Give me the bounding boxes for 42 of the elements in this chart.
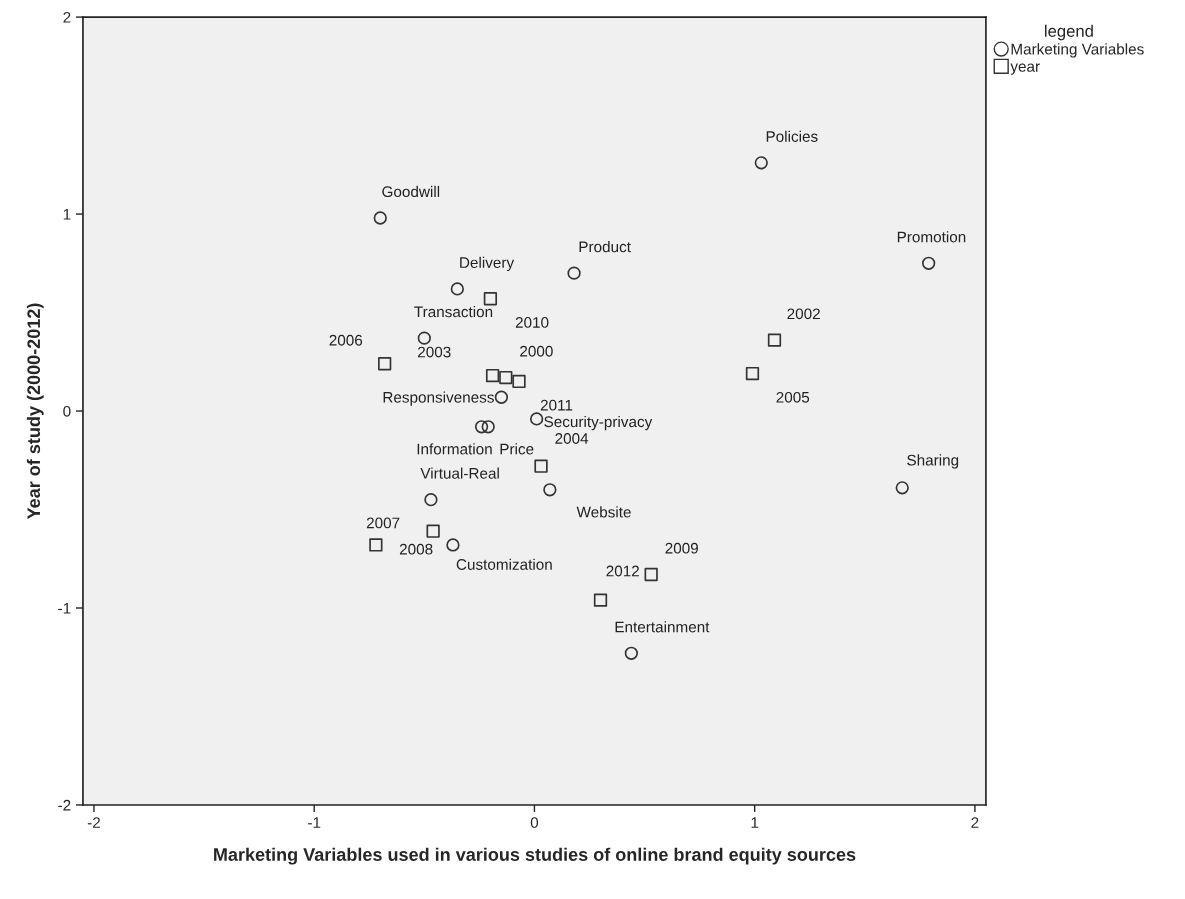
legend-label: year: [1010, 63, 1040, 75]
annotation: Policies: [766, 130, 818, 142]
annotation: 2009: [665, 542, 698, 554]
annotation: Price: [500, 443, 534, 455]
annotation: Sharing: [907, 454, 959, 469]
annotation: Responsiveness: [383, 391, 494, 406]
annotation: Transaction: [414, 306, 493, 318]
legend-title: legend: [1045, 24, 1093, 41]
annotation: 2012: [606, 565, 639, 577]
x-tick-label: -2: [87, 817, 100, 828]
annotation: Virtual-Real: [420, 467, 499, 479]
annotation: Promotion: [897, 231, 966, 243]
annotation: 2003: [418, 346, 451, 358]
x-tick-label: 1: [751, 817, 759, 828]
annotation: Customization: [456, 558, 552, 570]
annotation: Information: [417, 443, 492, 455]
y-tick-label: -1: [58, 603, 71, 614]
annotation: 2006: [329, 334, 363, 346]
annotation: Goodwill: [382, 185, 440, 198]
y-tick-label: -2: [58, 799, 71, 811]
annotation: 2008: [399, 543, 433, 555]
annotation: Delivery: [460, 256, 515, 272]
x-axis-title: Marketing Variables used in various studies of online brand equity sources: [214, 847, 856, 865]
annotation: 2000: [520, 345, 553, 357]
annotation: Product: [579, 241, 631, 253]
y-tick-label: 1: [63, 209, 71, 220]
y-axis-title: Year of study (2000-2012): [26, 303, 44, 520]
legend-label: Marketing Variables: [1011, 43, 1144, 58]
x-tick-label: 0: [530, 817, 539, 828]
annotation: 2007: [366, 517, 400, 529]
annotation: 2011: [540, 399, 573, 411]
y-tick-label: 2: [63, 11, 71, 23]
x-tick-label: -1: [308, 817, 321, 828]
annotation: Website: [576, 506, 631, 518]
annotation: Entertainment: [615, 621, 710, 633]
x-tick-label: 2: [971, 817, 979, 828]
annotation: 2004: [555, 433, 589, 444]
annotation: 2005: [776, 391, 810, 403]
annotation: 2002: [787, 308, 820, 320]
y-tick-label: 0: [63, 405, 71, 417]
annotation: 2010: [515, 317, 549, 328]
annotation: Security-privacy: [544, 415, 653, 431]
